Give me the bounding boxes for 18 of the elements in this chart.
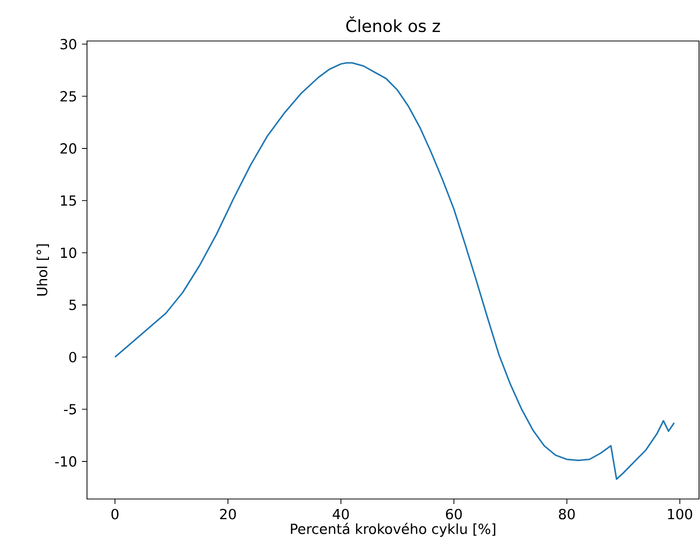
x-tick-label: 40 bbox=[332, 508, 349, 520]
x-tick-label: 0 bbox=[111, 508, 118, 520]
chart-title: Členok os z bbox=[346, 16, 440, 32]
x-tick-label: 20 bbox=[220, 508, 236, 520]
x-axis-title: Percentá krokového cyklu [%] bbox=[290, 522, 496, 537]
y-tick-label: 15 bbox=[61, 195, 76, 206]
y-tick-label: 0 bbox=[69, 352, 76, 362]
y-tick-label: -5 bbox=[64, 404, 76, 414]
y-tick-label: 25 bbox=[60, 91, 76, 102]
y-tick-label: 20 bbox=[60, 143, 76, 154]
y-tick-label: 5 bbox=[69, 300, 76, 310]
y-tick-label: -10 bbox=[55, 456, 76, 467]
x-tick-label: 60 bbox=[446, 508, 462, 520]
y-tick-label: 30 bbox=[60, 38, 76, 50]
x-tick-label: 100 bbox=[668, 508, 692, 520]
y-axis-title: Uhol [°] bbox=[36, 244, 49, 296]
y-tick-label: 10 bbox=[61, 248, 76, 258]
x-tick-label: 80 bbox=[558, 508, 575, 520]
